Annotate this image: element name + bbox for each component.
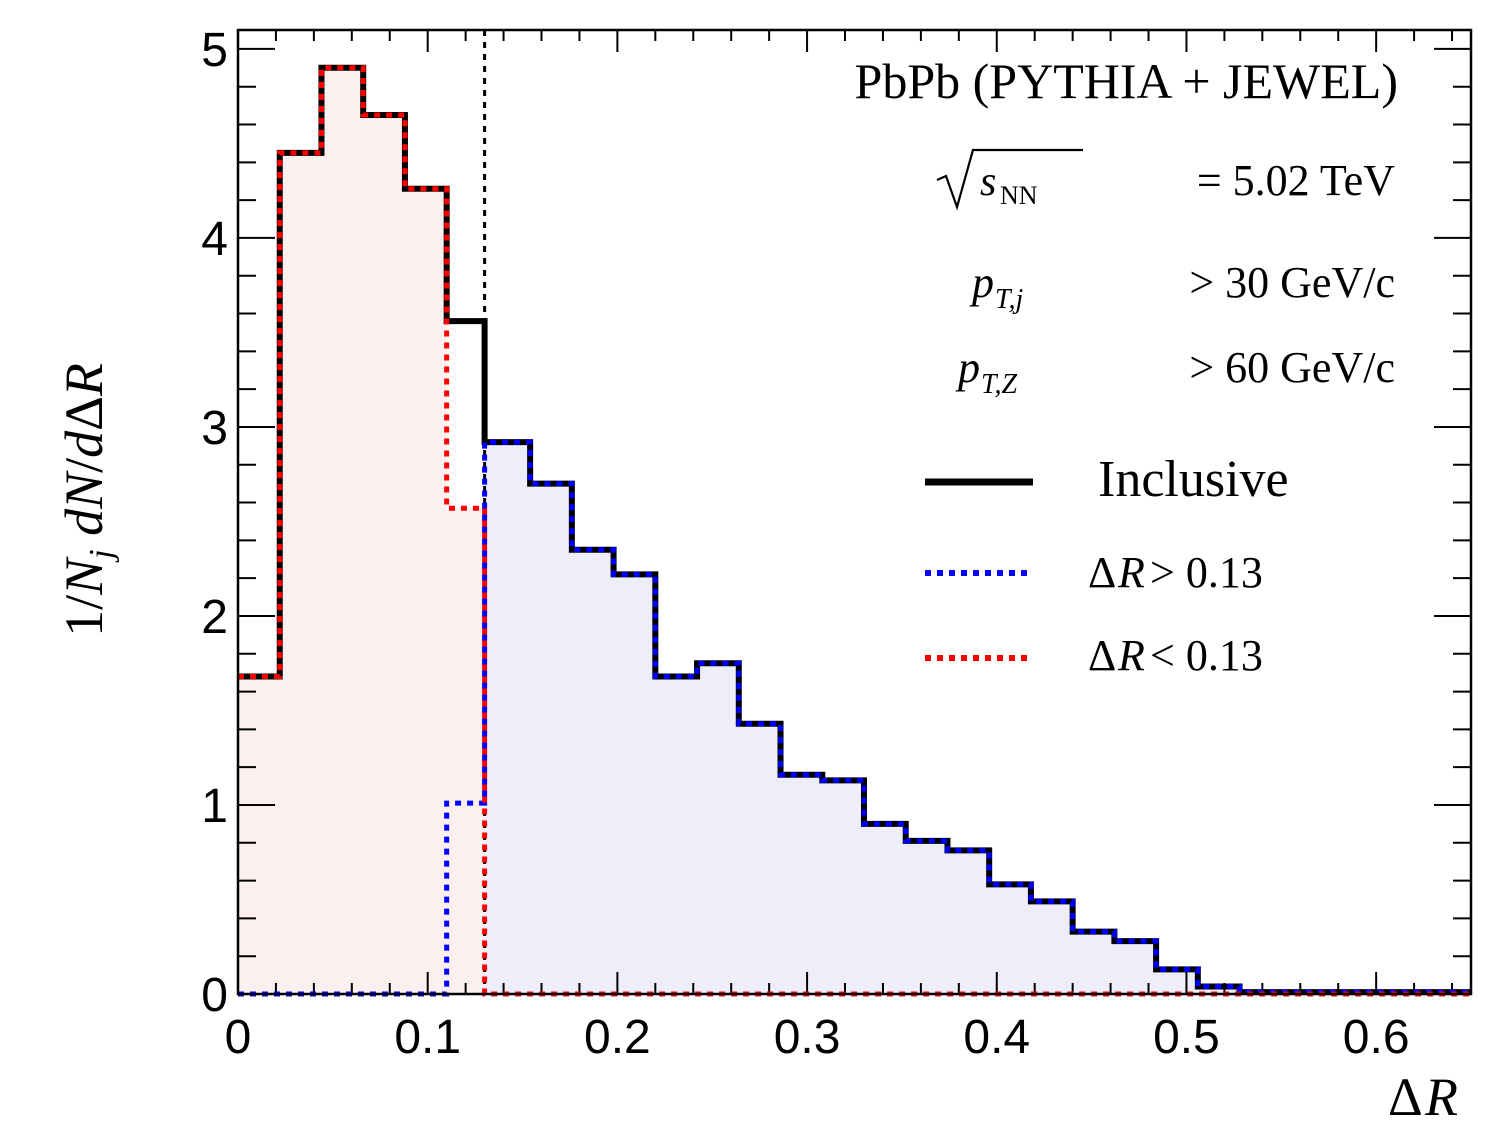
svg-text:Δ: Δ	[1388, 1067, 1423, 1127]
svg-text:= 5.02 TeV: = 5.02 TeV	[1197, 156, 1395, 205]
y-axis-title: 1/Nj dN/dΔR	[54, 363, 120, 637]
svg-text:Δ: Δ	[1088, 548, 1116, 597]
tick-labels: 0 0.1 0.2 0.3 0.4 0.5 0.6 0 1 2 3 4 5	[201, 24, 1409, 1064]
svg-text:1/Nj dN/dΔR: 1/Nj dN/dΔR	[54, 363, 120, 637]
svg-text:R: R	[1117, 631, 1145, 680]
svg-text:> 0.13: > 0.13	[1150, 548, 1263, 597]
x-axis-title: Δ R	[1388, 1067, 1458, 1127]
y-tick-label: 4	[201, 213, 228, 266]
x-tick-label: 0.2	[584, 1011, 651, 1064]
x-tick-label: 0.3	[774, 1011, 841, 1064]
svg-text:s: s	[980, 159, 996, 205]
svg-text:T,j: T,j	[995, 284, 1023, 315]
x-tick-label: 0.5	[1153, 1011, 1220, 1064]
svg-text:T,Z: T,Z	[981, 369, 1017, 400]
z-pt-annotation: p T,Z > 60 GeV/c	[955, 343, 1395, 400]
energy-annotation: s NN = 5.02 TeV	[936, 148, 1395, 211]
svg-text:< 0.13: < 0.13	[1150, 631, 1263, 680]
y-tick-label: 0	[201, 969, 228, 1022]
x-tick-label: 0.1	[394, 1011, 461, 1064]
legend-entry-dr-less: Δ R < 0.13	[925, 631, 1263, 680]
x-tick-label: 0.4	[963, 1011, 1030, 1064]
plot-frame	[236, 28, 1473, 996]
svg-text:p: p	[955, 343, 980, 392]
svg-text:Δ: Δ	[1088, 631, 1116, 680]
y-tick-label: 2	[201, 591, 228, 644]
y-tick-label: 1	[201, 780, 228, 833]
legend-entry-dr-greater: Δ R > 0.13	[925, 548, 1263, 597]
svg-text:NN: NN	[1000, 181, 1038, 210]
svg-text:Inclusive: Inclusive	[1098, 451, 1289, 508]
svg-text:R: R	[1117, 548, 1145, 597]
svg-text:> 30 GeV/c: > 30 GeV/c	[1189, 258, 1395, 307]
legend: Inclusive Δ R > 0.13 Δ R < 0.13	[925, 451, 1289, 680]
jet-pt-annotation: p T,j > 30 GeV/c	[969, 258, 1395, 315]
svg-text:R: R	[1424, 1067, 1458, 1127]
chart-title: PbPb (PYTHIA + JEWEL)	[855, 53, 1398, 109]
series-line-1	[238, 439, 1471, 997]
svg-text:p: p	[969, 258, 994, 307]
axis-ticks	[237, 30, 1471, 995]
y-tick-label: 5	[201, 24, 228, 77]
series-fills	[238, 67, 1471, 994]
series-fill-1	[238, 442, 1471, 994]
x-tick-label: 0.6	[1343, 1011, 1410, 1064]
x-tick-label: 0	[225, 1011, 252, 1064]
legend-entry-inclusive: Inclusive	[925, 451, 1289, 508]
y-tick-label: 3	[201, 402, 228, 455]
svg-text:> 60 GeV/c: > 60 GeV/c	[1189, 343, 1395, 392]
